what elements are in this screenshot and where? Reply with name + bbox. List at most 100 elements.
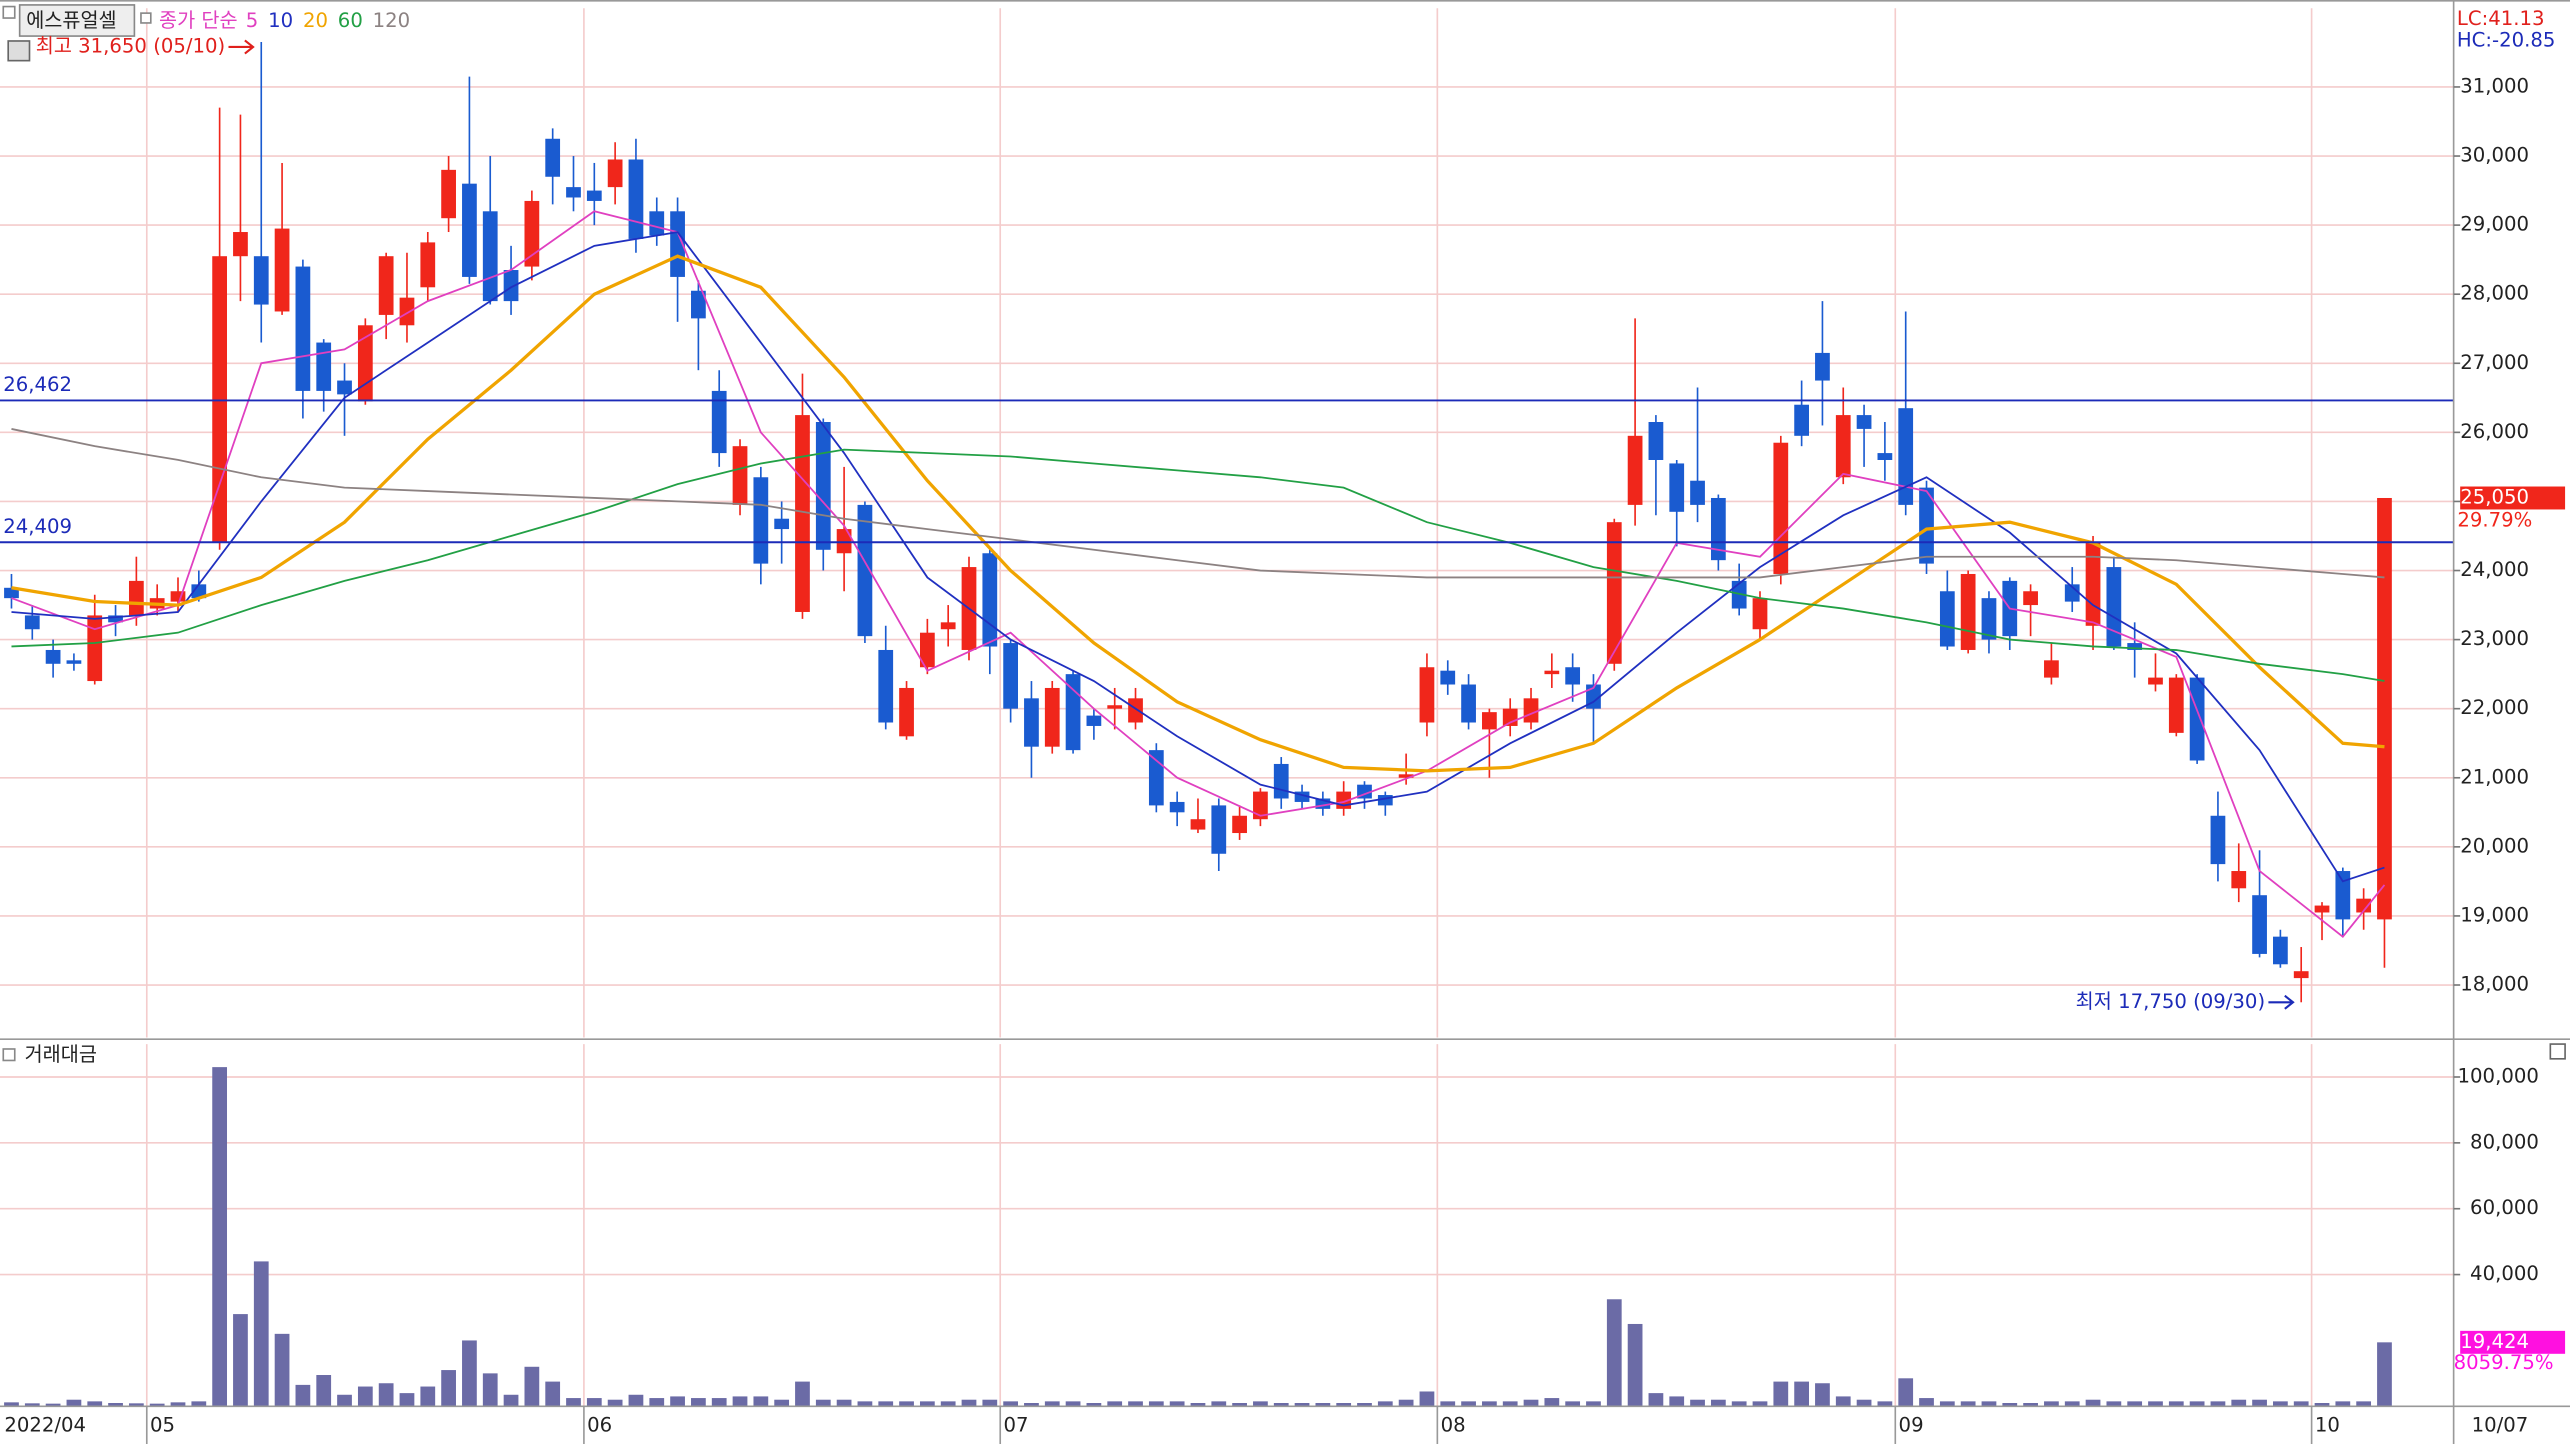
candle-body: [2085, 542, 2101, 626]
volume-bar: [1315, 1403, 1331, 1407]
volume-bar: [1419, 1391, 1435, 1407]
volume-bar: [857, 1401, 873, 1407]
volume-bar: [212, 1067, 228, 1407]
volume-bar: [1919, 1398, 1934, 1407]
volume-bar: [2210, 1401, 2226, 1407]
legend-entry: 5: [246, 9, 259, 32]
legend-label: 종가 단순: [159, 9, 238, 32]
candle-body: [2148, 677, 2163, 685]
candle-body: [2356, 898, 2372, 913]
x-tick-label: 2022/04: [4, 1413, 86, 1436]
volume-bar: [1523, 1399, 1539, 1407]
volume-bar: [2064, 1401, 2080, 1407]
candle-body: [1419, 667, 1435, 723]
x-tick-label: 08: [1441, 1413, 1466, 1436]
candle-body: [2168, 677, 2184, 733]
volume-bar: [2002, 1403, 2018, 1407]
volume-bar: [1565, 1401, 1581, 1407]
volume-bar: [628, 1394, 644, 1407]
volume-bar: [1586, 1401, 1601, 1407]
volume-bar: [1024, 1403, 1039, 1407]
y-tick-label: 23,000: [2460, 627, 2529, 650]
volume-bar: [253, 1261, 269, 1407]
volume-bar: [1253, 1401, 1268, 1407]
candle-body: [1939, 591, 1955, 647]
candle-body: [857, 504, 873, 637]
legend-icon: [140, 12, 152, 24]
volume-bar: [462, 1340, 477, 1407]
candle-body: [462, 183, 477, 277]
grid-layer: [0, 8, 2454, 1407]
volume-bar: [1877, 1401, 1893, 1407]
candle-body: [1815, 352, 1830, 381]
candle-body: [1294, 791, 1310, 802]
volume-bar: [919, 1401, 935, 1407]
volume-bar: [2293, 1401, 2309, 1407]
y-tick-label: 22,000: [2460, 696, 2529, 719]
candle-body: [1273, 763, 1289, 799]
volume-bar: [566, 1398, 581, 1407]
volume-bar: [1856, 1399, 1872, 1407]
hc-label: HC:-20.85: [2457, 28, 2556, 51]
moving-average-line: [11, 231, 2385, 883]
volume-bar: [1128, 1401, 1143, 1407]
volume-bar: [545, 1381, 561, 1407]
annotation: 최고 31,650 (05/10): [36, 34, 225, 57]
volume-bar: [1835, 1396, 1851, 1407]
candle-body: [1856, 415, 1872, 429]
candle-body: [66, 660, 82, 664]
candle-body: [1003, 643, 1019, 709]
candle-body: [670, 211, 685, 277]
volume-bar: [337, 1394, 352, 1407]
candle-body: [2231, 871, 2247, 889]
volume-bar: [1357, 1403, 1372, 1407]
volume-bar: [795, 1381, 810, 1407]
volume-bar: [2273, 1401, 2288, 1407]
candle-body: [4, 587, 19, 599]
candle-body: [815, 421, 831, 550]
volume-bar: [2231, 1399, 2247, 1407]
candle-body: [2044, 660, 2059, 678]
volume-bar: [1544, 1398, 1560, 1407]
volume-bar: [1690, 1399, 1705, 1407]
candle-body: [1232, 815, 1247, 834]
volume-bar: [649, 1398, 665, 1407]
volume-bar: [899, 1401, 914, 1407]
candle-body: [2273, 936, 2288, 965]
volume-bar: [441, 1370, 456, 1407]
volume-bar: [274, 1333, 290, 1407]
candle-body: [420, 242, 436, 288]
candle-body: [1960, 573, 1976, 650]
volume-bar: [420, 1386, 436, 1407]
volume-bar: [1898, 1378, 1914, 1407]
volume-bar: [1440, 1401, 1456, 1407]
volume-bar: [586, 1398, 602, 1407]
y-tick-label: 60,000: [2470, 1196, 2539, 1219]
legend-entry: 10: [268, 9, 293, 32]
volume-bar: [940, 1401, 956, 1407]
x-tick-label: 09: [1899, 1413, 1924, 1436]
grid-icon: [7, 40, 31, 62]
volume-bar: [1044, 1401, 1060, 1407]
pane-icon: [2, 5, 16, 19]
volume-bar: [66, 1399, 82, 1407]
candle-body: [2293, 971, 2309, 979]
change-label: 8059.75%: [2454, 1351, 2554, 1374]
volume-bar: [1710, 1399, 1726, 1407]
volume-bar: [1086, 1403, 1102, 1407]
volume-bar: [2168, 1401, 2184, 1407]
candle-body: [2023, 591, 2038, 606]
candle-body: [24, 615, 40, 630]
volume-bar: [399, 1393, 415, 1407]
candle-body: [1398, 774, 1414, 778]
volume-bar: [1669, 1396, 1685, 1407]
candle-body: [337, 380, 352, 395]
candle-body: [982, 553, 998, 647]
volume-bar: [1169, 1401, 1185, 1407]
candle-body: [1107, 705, 1123, 709]
legend-entry: 120: [373, 9, 411, 32]
volume-bar: [149, 1403, 165, 1407]
candle-body: [1898, 408, 1914, 505]
candle-body: [45, 649, 61, 664]
